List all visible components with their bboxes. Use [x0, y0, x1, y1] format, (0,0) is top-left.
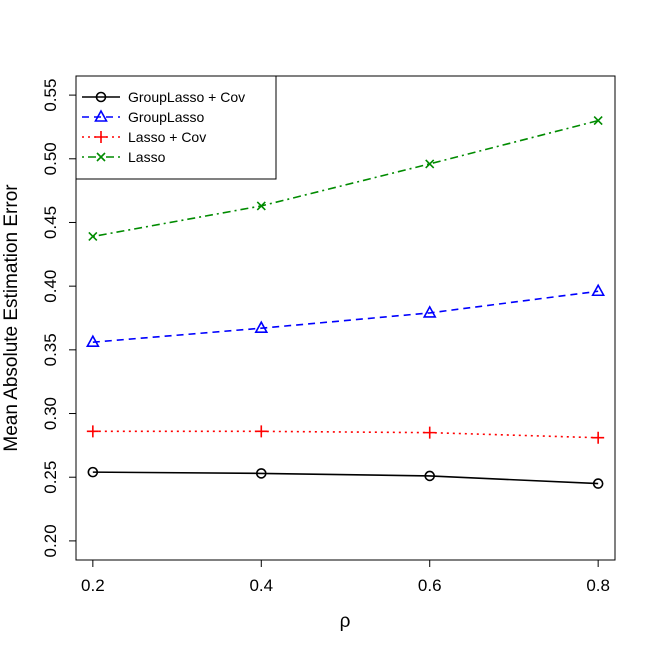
data-point	[593, 116, 603, 126]
data-point	[592, 478, 604, 489]
legend-box	[75, 75, 277, 180]
x-axis-label: ρ	[340, 611, 351, 632]
legend-label: GroupLasso	[128, 109, 204, 125]
series-1	[85, 283, 606, 348]
y-tick-label: 0.35	[41, 333, 60, 366]
data-point	[592, 431, 605, 444]
legend-marker	[94, 109, 108, 122]
series-2	[86, 425, 605, 444]
series-line	[92, 471, 599, 485]
series-layer	[85, 116, 606, 489]
y-axis-label: Mean Absolute Estimation Error	[1, 184, 22, 452]
series-0	[87, 466, 604, 489]
y-tick-label: 0.20	[41, 524, 60, 557]
series-line	[92, 290, 599, 343]
data-point	[255, 425, 268, 438]
series-line	[92, 119, 599, 238]
series-3	[88, 116, 603, 242]
x-axis: 0.2 0.4 0.6 0.8	[81, 560, 610, 595]
y-tick-label: 0.45	[41, 206, 60, 239]
data-point	[424, 470, 436, 482]
legend-label: Lasso	[128, 149, 166, 165]
y-tick-label: 0.50	[41, 142, 60, 175]
x-tick-label: 0.8	[586, 576, 610, 595]
legend-marker	[95, 131, 107, 143]
data-point	[423, 426, 436, 439]
plot-frame	[75, 75, 616, 561]
data-point	[85, 334, 100, 348]
legend-marker	[95, 91, 107, 103]
data-point	[87, 466, 99, 478]
y-axis: 0.20 0.25 0.30 0.35 0.40 0.45 0.50 0.55	[41, 79, 76, 557]
y-tick-label: 0.55	[41, 79, 60, 112]
y-tick-label: 0.30	[41, 397, 60, 430]
data-point	[591, 283, 606, 297]
data-point	[425, 159, 435, 169]
y-tick-label: 0.25	[41, 461, 60, 494]
data-point	[256, 201, 266, 211]
legend-marker	[96, 152, 106, 162]
legend-label: Lasso + Cov	[128, 129, 206, 145]
x-tick-label: 0.4	[249, 576, 273, 595]
y-tick-label: 0.40	[41, 270, 60, 303]
data-point	[255, 468, 267, 479]
legend-label: GroupLasso + Cov	[128, 89, 245, 105]
data-point	[254, 320, 269, 333]
x-tick-label: 0.6	[418, 576, 442, 595]
x-tick-label: 0.2	[81, 576, 105, 595]
data-point	[86, 425, 99, 438]
series-line	[92, 430, 599, 439]
data-point	[88, 231, 98, 242]
data-point	[422, 305, 437, 318]
legend: GroupLasso + Cov GroupLasso Lasso + Cov Las…	[75, 75, 277, 180]
